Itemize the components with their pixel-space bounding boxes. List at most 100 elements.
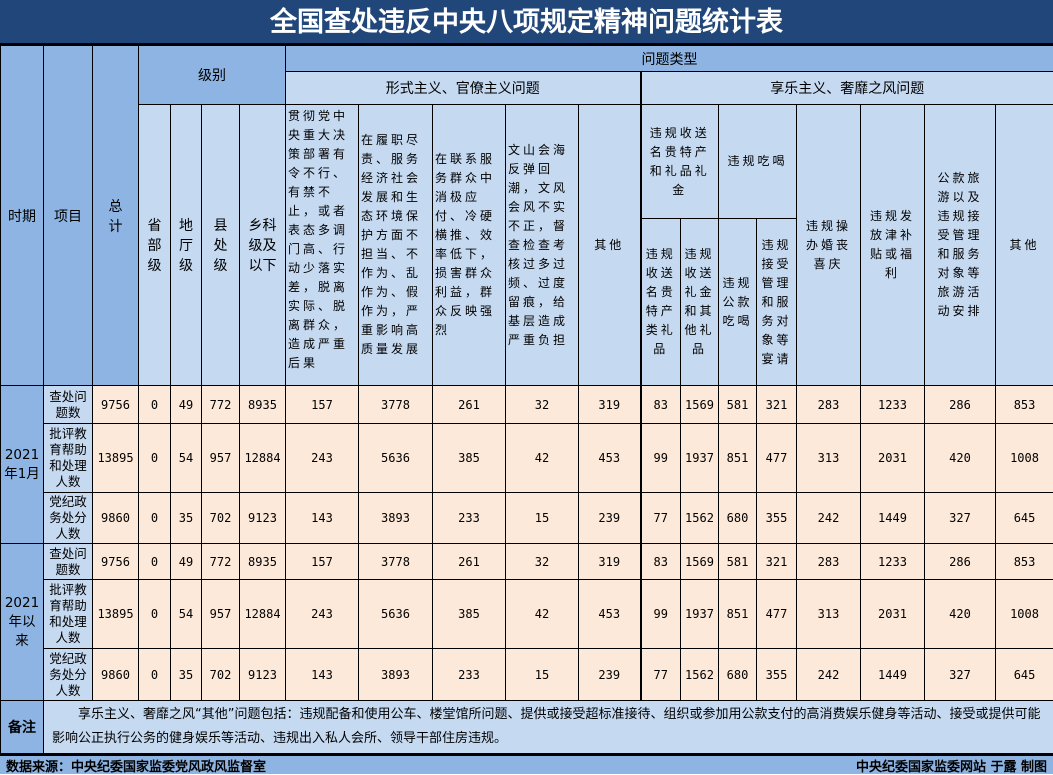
header-item: 项目: [44, 46, 93, 386]
value-cell: 0: [139, 544, 171, 580]
value-cell: 2031: [861, 580, 925, 649]
value-cell: 313: [797, 424, 861, 493]
value-cell: 3893: [359, 649, 433, 701]
header-total: 总计: [93, 46, 139, 386]
value-cell: 851: [719, 580, 757, 649]
header-hedonism-other: 其他: [996, 105, 1053, 386]
value-cell: 35: [171, 649, 202, 701]
value-cell: 420: [925, 580, 996, 649]
value-cell: 233: [433, 493, 506, 544]
value-cell: 319: [579, 386, 641, 424]
value-cell: 477: [757, 580, 797, 649]
value-cell: 355: [757, 649, 797, 701]
header-level: 级别: [139, 46, 286, 105]
value-cell: 581: [719, 386, 757, 424]
header-formalism-other: 其他: [579, 105, 641, 386]
value-cell: 9123: [240, 493, 286, 544]
value-cell: 13895: [93, 424, 139, 493]
value-cell: 327: [925, 649, 996, 701]
value-cell: 143: [286, 649, 359, 701]
value-cell: 1562: [681, 493, 719, 544]
value-cell: 853: [996, 386, 1053, 424]
value-cell: 321: [757, 386, 797, 424]
value-cell: 242: [797, 649, 861, 701]
header-period: 时期: [1, 46, 44, 386]
value-cell: 83: [641, 544, 681, 580]
value-cell: 957: [202, 580, 240, 649]
header-level-prefectural: 地厅级: [171, 105, 202, 386]
value-cell: 1008: [996, 424, 1053, 493]
value-cell: 3778: [359, 544, 433, 580]
value-cell: 680: [719, 649, 757, 701]
period-label: 2021年1月: [1, 386, 44, 544]
value-cell: 143: [286, 493, 359, 544]
value-cell: 1449: [861, 493, 925, 544]
header-level-county: 县处级: [202, 105, 240, 386]
value-cell: 49: [171, 386, 202, 424]
value-cell: 8935: [240, 386, 286, 424]
value-cell: 355: [757, 493, 797, 544]
value-cell: 32: [506, 544, 579, 580]
value-cell: 15: [506, 649, 579, 701]
value-cell: 680: [719, 493, 757, 544]
value-cell: 0: [139, 580, 171, 649]
value-cell: 283: [797, 386, 861, 424]
value-cell: 0: [139, 386, 171, 424]
footer: 数据来源：中央纪委国家监委党风政风监督室 中央纪委国家监委网站 于露 制图: [0, 754, 1053, 774]
value-cell: 645: [996, 493, 1053, 544]
value-cell: 243: [286, 580, 359, 649]
value-cell: 9756: [93, 386, 139, 424]
value-cell: 1937: [681, 580, 719, 649]
value-cell: 1562: [681, 649, 719, 701]
value-cell: 243: [286, 424, 359, 493]
header-formalism-col-3: 在联系服务群众中消极应付、冷硬横推、效率低下，损害群众利益，群众反映强烈: [433, 105, 506, 386]
value-cell: 49: [171, 544, 202, 580]
value-cell: 477: [757, 424, 797, 493]
value-cell: 5636: [359, 580, 433, 649]
value-cell: 581: [719, 544, 757, 580]
value-cell: 327: [925, 493, 996, 544]
header-formalism: 形式主义、官僚主义问题: [286, 72, 641, 105]
value-cell: 2031: [861, 424, 925, 493]
value-cell: 702: [202, 649, 240, 701]
value-cell: 54: [171, 580, 202, 649]
value-cell: 853: [996, 544, 1053, 580]
stats-table: 时期 项目 总计 级别 问题类型 形式主义、官僚主义问题 享乐主义、奢靡之风问题…: [0, 45, 1053, 754]
value-cell: 1449: [861, 649, 925, 701]
value-cell: 1569: [681, 386, 719, 424]
value-cell: 420: [925, 424, 996, 493]
value-cell: 261: [433, 386, 506, 424]
value-cell: 99: [641, 424, 681, 493]
value-cell: 242: [797, 493, 861, 544]
value-cell: 9756: [93, 544, 139, 580]
value-cell: 1008: [996, 580, 1053, 649]
value-cell: 157: [286, 386, 359, 424]
value-cell: 239: [579, 493, 641, 544]
header-gifts-group: 违规收送名贵特产和礼品礼金: [641, 105, 719, 219]
header-hedonism: 享乐主义、奢靡之风问题: [641, 72, 1053, 105]
value-cell: 957: [202, 424, 240, 493]
header-dining-public: 违规公款吃喝: [719, 219, 757, 386]
value-cell: 54: [171, 424, 202, 493]
value-cell: 83: [641, 386, 681, 424]
row-item-label: 批评教育帮助和处理人数: [44, 580, 93, 649]
value-cell: 13895: [93, 580, 139, 649]
header-dining-group: 违规吃喝: [719, 105, 797, 219]
note-text: 享乐主义、奢靡之风“其他”问题包括：违规配备和使用公车、楼堂馆所问题、提供或接受…: [44, 701, 1053, 754]
header-problem-type: 问题类型: [286, 46, 1053, 72]
value-cell: 1569: [681, 544, 719, 580]
value-cell: 1233: [861, 544, 925, 580]
value-cell: 9860: [93, 649, 139, 701]
row-item-label: 查处问题数: [44, 386, 93, 424]
value-cell: 42: [506, 580, 579, 649]
value-cell: 77: [641, 493, 681, 544]
header-level-township: 乡科级及以下: [240, 105, 286, 386]
value-cell: 0: [139, 649, 171, 701]
value-cell: 32: [506, 386, 579, 424]
header-gifts-specialties: 违规收送名贵特产类礼品: [641, 219, 681, 386]
value-cell: 233: [433, 649, 506, 701]
